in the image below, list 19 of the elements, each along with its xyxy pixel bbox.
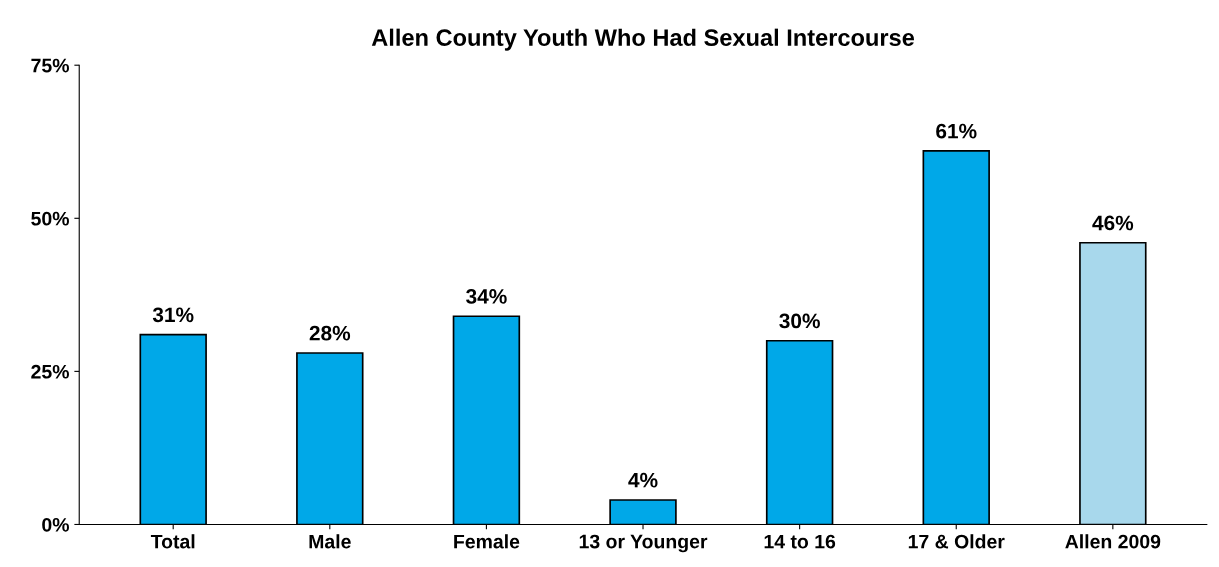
x-tick-label: Male (309, 534, 351, 549)
y-tick-label: 75% (31, 58, 69, 73)
data-label: 61% (936, 123, 977, 139)
x-tick-label: 17 & Older (908, 534, 1005, 549)
data-label: 28% (309, 325, 351, 341)
data-label: 30% (779, 313, 820, 329)
data-label: 46% (1092, 215, 1134, 231)
x-tick-label: Female (454, 534, 520, 549)
data-label: 4% (628, 472, 658, 488)
chart-title: Allen County Youth Who Had Sexual Intercourse (371, 28, 915, 51)
x-tick-label: Total (150, 534, 195, 549)
y-tick-label: 50% (31, 211, 69, 226)
x-tick-label: Allen 2009 (1065, 534, 1161, 549)
data-label: 34% (466, 289, 507, 304)
y-tick-label: 0% (42, 517, 69, 532)
x-tick-label: 13 or Younger (579, 534, 708, 553)
data-label: 31% (152, 307, 194, 323)
y-tick-label: 25% (31, 364, 69, 379)
x-tick-label: 14 to 16 (764, 534, 836, 549)
